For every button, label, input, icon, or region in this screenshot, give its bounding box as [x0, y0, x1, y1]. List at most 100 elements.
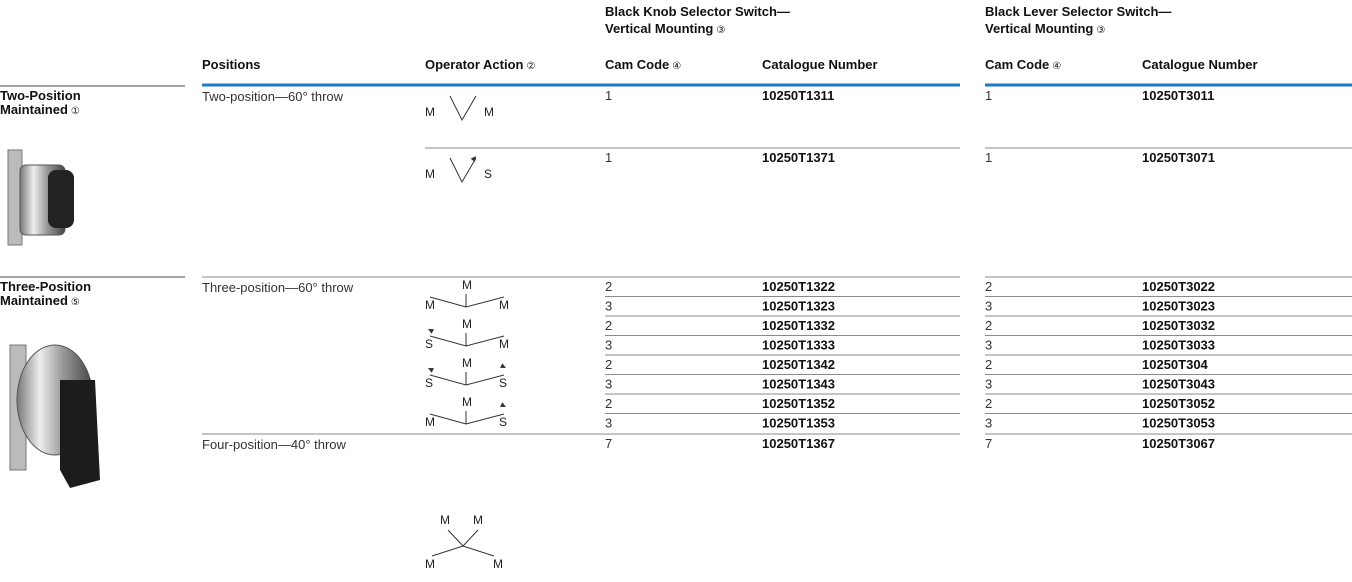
group-title: Black Lever Selector Switch—: [985, 4, 1171, 19]
diagram-label: M: [425, 415, 435, 429]
cam-code-text: 3: [605, 299, 612, 314]
diagram-line: [429, 296, 505, 308]
cam-code-text: 3: [605, 377, 612, 392]
cam-code: 7: [985, 436, 992, 451]
group-subtitle-text: Vertical Mounting: [605, 21, 713, 36]
catalogue-number: 10250T1343: [762, 377, 835, 392]
cam-code-text: 2: [985, 318, 992, 333]
group-subtitle: Vertical Mounting ③: [605, 21, 725, 36]
cam-code: 2: [605, 279, 612, 294]
diagram-label: M: [462, 317, 472, 331]
catalogue-number-text: 10250T1352: [762, 396, 835, 411]
catalogue-number: 10250T3043: [1142, 377, 1215, 392]
cam-code: 3: [605, 299, 612, 314]
cam-code: 2: [605, 318, 612, 333]
diagram-label: S: [484, 167, 492, 181]
note-ref: ③: [1096, 25, 1105, 36]
catalogue-number: 10250T3032: [1142, 318, 1215, 333]
catalogue-number-text: 10250T3071: [1142, 150, 1215, 165]
cam-code-text: 3: [605, 338, 612, 353]
cam-code-text: 3: [985, 377, 992, 392]
catalogue-number: 10250T3023: [1142, 299, 1215, 314]
catalogue-number: 10250T1323: [762, 299, 835, 314]
cam-code-text: 2: [985, 396, 992, 411]
column-header-text: Cam Code: [605, 57, 669, 72]
cam-code-text: 7: [985, 436, 992, 451]
cam-code: 3: [985, 377, 992, 392]
cam-code-text: 2: [605, 357, 612, 372]
product-photo: [7, 149, 74, 246]
diagram-label-text: M: [484, 105, 494, 119]
positions-text: Four-position—40° throw: [202, 437, 347, 452]
diagram-line: [449, 95, 477, 122]
cam-code: 3: [605, 416, 612, 431]
column-header: Operator Action ②: [425, 57, 535, 72]
diagram-label-text: S: [499, 376, 507, 390]
diagram-line: [429, 413, 505, 425]
cam-code: 2: [605, 396, 612, 411]
catalogue-number-text: 10250T3052: [1142, 396, 1215, 411]
catalogue-number-text: 10250T1333: [762, 338, 835, 353]
catalogue-number-text: 10250T1353: [762, 416, 835, 431]
diagram-label-text: M: [425, 415, 435, 429]
catalogue-number: 10250T1332: [762, 318, 835, 333]
cam-code: 3: [605, 377, 612, 392]
diagram-line: [449, 157, 477, 184]
diagram-label: M: [499, 337, 509, 351]
cam-code-text: 2: [985, 357, 992, 372]
catalogue-number-text: 10250T304: [1142, 357, 1209, 372]
cam-code: 2: [605, 357, 612, 372]
catalogue-number-text: 10250T3033: [1142, 338, 1215, 353]
catalogue-number: 10250T1371: [762, 150, 835, 165]
diagram-label: M: [473, 513, 483, 527]
column-header: Cam Code ④: [605, 57, 681, 72]
catalogue-number: 10250T3052: [1142, 396, 1215, 411]
catalogue-number-text: 10250T3022: [1142, 279, 1215, 294]
diagram-line: [431, 545, 495, 557]
catalogue-number: 10250T1342: [762, 357, 835, 372]
diagram-label-text: M: [499, 337, 509, 351]
cam-code-text: 3: [985, 338, 992, 353]
catalogue-number-text: 10250T1343: [762, 377, 835, 392]
catalogue-number-text: 10250T1371: [762, 150, 835, 165]
cam-code-text: 2: [605, 279, 612, 294]
diagram-line: [429, 335, 505, 347]
catalogue-number: 10250T3053: [1142, 416, 1215, 431]
catalogue-number-text: 10250T1323: [762, 299, 835, 314]
diagram-label-text: S: [484, 167, 492, 181]
catalogue-number-text: 10250T1311: [762, 88, 834, 103]
diagram-label-text: M: [440, 513, 450, 527]
diagram-label-text: S: [499, 415, 507, 429]
note-ref: ①: [71, 106, 80, 117]
catalogue-number-text: 10250T3043: [1142, 377, 1215, 392]
section-subtitle-text: Maintained: [0, 102, 68, 117]
product-photo: [9, 344, 100, 488]
section-title-text: Three-Position: [0, 279, 91, 294]
catalogue-number: 10250T1311: [762, 88, 834, 103]
group-subtitle: Vertical Mounting ③: [985, 21, 1105, 36]
cam-code: 7: [605, 436, 612, 451]
diagram-label-text: M: [425, 105, 435, 119]
positions: Two-position—60° throw: [202, 89, 344, 104]
positions: Four-position—40° throw: [202, 437, 347, 452]
column-header-text: Positions: [202, 57, 261, 72]
catalogue-number: 10250T1322: [762, 279, 835, 294]
catalogue-number: 10250T1333: [762, 338, 835, 353]
catalogue-number: 10250T304: [1142, 357, 1209, 372]
cam-code: 3: [985, 416, 992, 431]
column-header-text: Catalogue Number: [762, 57, 878, 72]
diagram-label: M: [484, 105, 494, 119]
diagram-label: S: [499, 415, 507, 429]
cam-code-text: 1: [605, 150, 612, 165]
catalogue-number-text: 10250T1322: [762, 279, 835, 294]
catalogue-number: 10250T3011: [1142, 88, 1214, 103]
cam-code: 2: [985, 318, 992, 333]
catalogue-number: 10250T1353: [762, 416, 835, 431]
note-ref: ③: [716, 25, 725, 36]
diagram-label-text: M: [499, 298, 509, 312]
cam-code: 3: [605, 338, 612, 353]
cam-code-text: 3: [605, 416, 612, 431]
positions: Three-position—60° throw: [202, 280, 354, 295]
column-header-text: Cam Code: [985, 57, 1049, 72]
